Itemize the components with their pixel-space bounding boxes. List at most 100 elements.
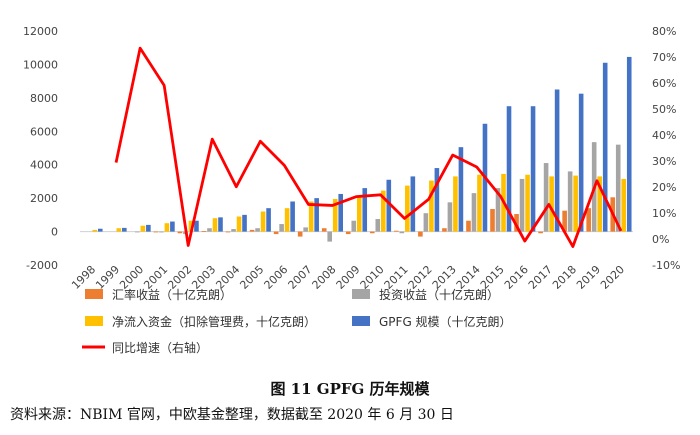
- bar: [231, 229, 236, 232]
- bar: [212, 218, 218, 232]
- chart-area: -2000 0 2000 4000 6000 8000 10000 12000 -10% 0% 10…: [23, 25, 680, 355]
- x-tick-label: 2017: [526, 263, 555, 292]
- bar: [273, 231, 279, 235]
- y-left-tick-label: 8000: [30, 92, 58, 105]
- bar: [410, 176, 416, 232]
- bar: [146, 224, 151, 232]
- bar: [423, 213, 429, 232]
- x-tick-label: 2006: [261, 263, 290, 292]
- bar: [351, 220, 357, 232]
- legend-swatch: [352, 289, 370, 299]
- y-left-tick-label: 0: [51, 226, 58, 239]
- bar: [626, 56, 632, 232]
- x-tick-label: 2008: [310, 263, 339, 292]
- bar: [177, 231, 183, 234]
- bar: [380, 190, 386, 232]
- bar: [514, 214, 519, 232]
- bar: [562, 210, 567, 232]
- y-right-tick-label: 70%: [652, 51, 676, 64]
- bar: [290, 201, 295, 232]
- bar: [297, 231, 303, 237]
- legend-swatch: [85, 316, 103, 326]
- bar: [506, 106, 512, 232]
- bar: [236, 216, 242, 232]
- bar: [578, 93, 584, 232]
- bar: [260, 211, 266, 232]
- y-right-tick-label: 50%: [652, 103, 676, 116]
- bar: [356, 195, 362, 232]
- y-left-tick-label: -2000: [26, 259, 58, 272]
- bar: [201, 231, 207, 232]
- bar: [345, 231, 351, 235]
- bar: [97, 228, 103, 232]
- bar: [116, 228, 122, 232]
- y-right-tick-label: 30%: [652, 155, 676, 168]
- bar: [218, 217, 223, 232]
- x-tick-label: 2005: [237, 263, 266, 292]
- bar: [597, 176, 602, 232]
- y-left-tick-label: 4000: [30, 159, 58, 172]
- bar: [135, 231, 140, 233]
- bar: [303, 227, 308, 232]
- bar: [477, 174, 482, 232]
- bar: [140, 225, 146, 232]
- x-tick-label: 1998: [69, 263, 98, 292]
- y-right-tick-label: 40%: [652, 129, 676, 142]
- y-right-tick-label: 10%: [652, 207, 676, 220]
- bar: [314, 198, 319, 232]
- bar: [405, 185, 410, 232]
- bar: [434, 168, 440, 232]
- y-left-tick-label: 2000: [30, 192, 58, 205]
- legend-label: 投资收益（十亿克朗）: [379, 287, 499, 302]
- growth-rate-line: [114, 46, 623, 248]
- source-note: 资料来源：NBIM 官网，中欧基金整理，数据截至 2020 年 6 月 30 日: [10, 407, 454, 423]
- bar: [242, 214, 247, 232]
- bar: [399, 231, 405, 234]
- bar: [447, 202, 453, 232]
- bar: [471, 193, 477, 232]
- bar: [249, 229, 255, 232]
- legend-label: 净流入资金（扣除管理费，十亿克朗）: [112, 314, 316, 329]
- y-right-tick-label: 60%: [652, 77, 676, 90]
- bar: [308, 201, 314, 232]
- x-tick-label: 2016: [502, 263, 531, 292]
- bar: [554, 89, 560, 232]
- y-left-tick-label: 10000: [23, 58, 58, 71]
- bar: [538, 231, 543, 234]
- bar: [159, 231, 164, 233]
- legend-swatch: [352, 316, 370, 326]
- x-tick-label: 2007: [286, 263, 315, 292]
- x-tick-label: 2009: [334, 263, 363, 292]
- bar: [442, 228, 447, 232]
- bar: [466, 220, 471, 232]
- bar: [573, 175, 578, 232]
- y-left-tick-label: 12000: [23, 25, 58, 38]
- legend-label: 同比增速（右轴）: [112, 340, 208, 355]
- bar: [394, 230, 399, 232]
- bar: [495, 188, 501, 232]
- bar: [530, 106, 536, 232]
- bar: [332, 198, 338, 232]
- bar: [490, 209, 495, 232]
- y-right-tick-label: 20%: [652, 181, 676, 194]
- y-right-tick-label: 0%: [652, 233, 669, 246]
- figure-caption: 图 11 GPFG 历年规模: [270, 380, 430, 398]
- x-tick-label: 2020: [598, 263, 627, 292]
- bar: [279, 224, 284, 232]
- bar: [615, 144, 621, 232]
- bar: [321, 228, 327, 232]
- legend-label: GPFG 规模（十亿克朗）: [379, 314, 512, 329]
- bar: [338, 193, 344, 232]
- bar: [255, 228, 260, 232]
- bar: [453, 176, 458, 232]
- bar: [92, 229, 98, 232]
- bar: [586, 208, 591, 232]
- bar: [549, 176, 554, 232]
- bar: [170, 221, 175, 232]
- bar: [621, 178, 627, 232]
- y-left-tick-label: 6000: [30, 125, 58, 138]
- legend-swatch: [85, 289, 103, 299]
- bar: [543, 163, 549, 232]
- bar: [602, 62, 608, 232]
- bar: [362, 188, 368, 232]
